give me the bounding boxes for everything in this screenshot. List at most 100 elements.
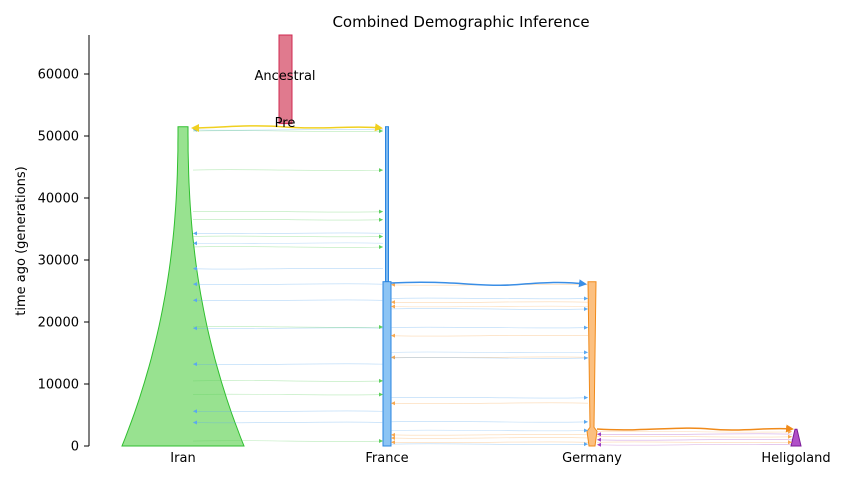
migration-arrowhead — [193, 241, 197, 246]
migration-arrowhead — [193, 420, 197, 425]
migration-pulse — [192, 232, 384, 235]
migration-arrowhead — [193, 362, 197, 367]
chart-title: Combined Demographic Inference — [332, 13, 589, 31]
migration-arrowhead — [584, 350, 588, 355]
migration-arrowhead — [584, 428, 588, 433]
migration-arrowhead — [597, 432, 601, 437]
migration-arrowhead — [391, 300, 395, 305]
migration-pulse — [390, 305, 589, 308]
migration-arrowhead — [391, 355, 395, 360]
deme-ancestral — [278, 34, 293, 125]
deme-label-ancestral: Ancestral — [254, 69, 315, 84]
migration-pulse — [192, 440, 384, 442]
migration-pulse — [390, 441, 589, 444]
migration-pulse — [192, 218, 384, 221]
migration-pulse — [192, 246, 384, 248]
migration-arrowhead — [379, 209, 383, 214]
migration-arrowhead — [379, 392, 383, 397]
migration-pulse — [192, 327, 384, 329]
migration-pulse — [390, 402, 589, 404]
migration-pulse — [390, 351, 589, 354]
migration-pulse — [596, 435, 793, 438]
migration-pulse — [390, 434, 589, 436]
migration-arrowhead — [584, 355, 588, 360]
migration-pulse — [390, 421, 589, 423]
migration-pulse — [390, 429, 589, 432]
migration-pulse — [192, 235, 384, 238]
migration-arrowhead — [391, 435, 395, 440]
y-tick-label: 10000 — [38, 378, 79, 393]
migration-pulse — [596, 444, 793, 446]
migration-arrowhead — [379, 439, 383, 444]
migration-arrowhead — [379, 244, 383, 249]
migration-pulse — [596, 431, 793, 433]
migration-arrowhead — [584, 296, 588, 301]
migration-arrowhead — [391, 401, 395, 406]
migration-arrowhead — [391, 282, 395, 287]
migration-arrowhead — [788, 440, 792, 445]
migration-arrowhead — [193, 231, 197, 236]
migration-pulse — [192, 283, 384, 285]
migration-pulse — [390, 443, 589, 445]
migration-pulse — [192, 299, 384, 302]
split-arrow-pre-to-iran — [191, 123, 286, 132]
migration-pulse — [390, 356, 589, 359]
migration-pulse — [192, 169, 384, 171]
migration-arrowhead — [193, 298, 197, 303]
migration-pulse — [596, 433, 793, 435]
migration-pulse — [390, 301, 589, 303]
x-tick-label-heligoland: Heligoland — [761, 451, 830, 466]
migration-arrowhead — [597, 442, 601, 447]
y-tick-label: 0 — [71, 440, 79, 455]
y-tick-label: 30000 — [38, 254, 79, 269]
migration-pulse — [390, 396, 589, 399]
y-tick-label: 50000 — [38, 130, 79, 145]
migration-arrowhead — [379, 378, 383, 383]
migration-arrowhead — [193, 326, 197, 331]
migration-pulse — [192, 410, 384, 413]
migration-pulse — [390, 308, 589, 310]
migration-arrowhead — [379, 217, 383, 222]
migration-pulse — [390, 357, 589, 359]
x-tick-label-iran: Iran — [170, 451, 195, 466]
migration-arrowhead — [379, 168, 383, 173]
y-axis-ticks: 0 10000 20000 30000 40000 50000 60000 — [38, 68, 89, 455]
migration-pulse — [192, 393, 384, 396]
split-arrow-france-to-germany — [390, 279, 587, 288]
deme-heligoland — [790, 428, 802, 447]
x-tick-label-germany: Germany — [562, 451, 622, 466]
migration-arrowhead — [597, 437, 601, 442]
migration-arrowhead — [391, 333, 395, 338]
split-arrow-germany-to-heligoland — [596, 424, 794, 433]
migration-arrowhead — [193, 409, 197, 414]
migration-pulse — [192, 421, 384, 424]
migration-arrowhead — [391, 304, 395, 309]
chart-marks — [121, 34, 802, 447]
migration-pulse — [192, 267, 384, 270]
migration-arrowhead — [788, 429, 792, 434]
migration-arrowhead — [584, 419, 588, 424]
migration-pulse — [390, 326, 589, 329]
deme-france-early — [385, 126, 389, 283]
migration-arrowhead — [193, 266, 197, 271]
deme-label-pre: Pre — [275, 116, 296, 131]
migration-pulse — [390, 297, 589, 300]
migration-pulse — [390, 334, 589, 337]
y-axis-label: time ago (generations) — [14, 166, 29, 315]
migration-arrowhead — [788, 434, 792, 439]
y-tick-label: 40000 — [38, 192, 79, 207]
migration-pulse — [192, 130, 384, 132]
migration-pulse — [192, 326, 384, 328]
migration-pulse — [390, 437, 589, 439]
x-tick-label-france: France — [365, 451, 408, 466]
migration-pulse — [192, 363, 384, 365]
migration-arrowhead — [391, 440, 395, 445]
y-tick-label: 60000 — [38, 68, 79, 83]
migration-pulse — [192, 210, 384, 213]
split-arrow-pre-to-france — [284, 123, 383, 132]
migration-arrowhead — [584, 442, 588, 447]
migration-pulse — [192, 129, 384, 131]
deme-france-late — [382, 281, 392, 447]
migration-pulse — [596, 441, 793, 444]
migration-pulse — [192, 380, 384, 382]
